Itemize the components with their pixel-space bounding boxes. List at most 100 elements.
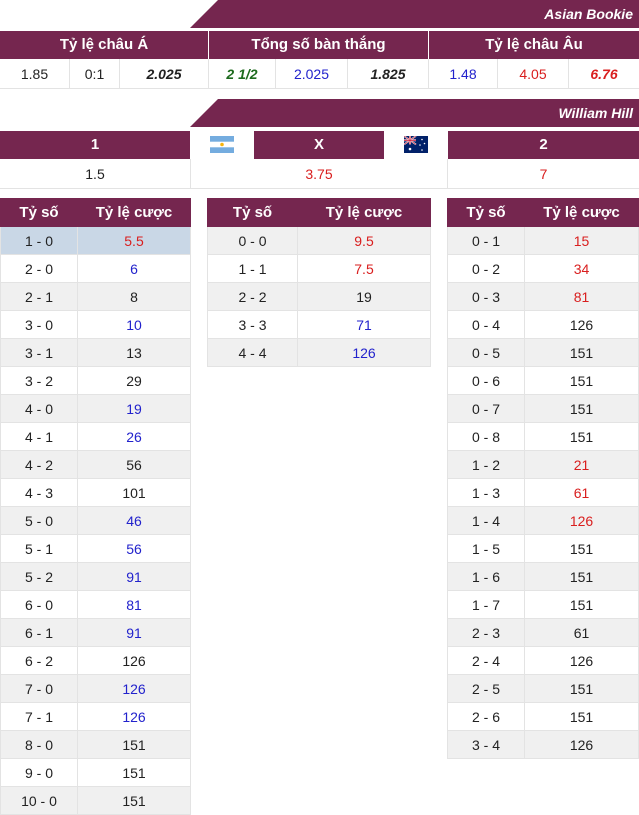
score-cell: 2 - 0 bbox=[0, 254, 78, 283]
table-row: 0 - 1 15 bbox=[447, 226, 639, 255]
william-hill-name: William Hill bbox=[218, 99, 639, 127]
score-cell: 1 - 1 bbox=[207, 254, 298, 283]
odds-cell: 126 bbox=[524, 310, 639, 339]
score-cell: 2 - 3 bbox=[447, 618, 525, 647]
william-hill-bar: William Hill bbox=[0, 99, 639, 127]
score-cell: 3 - 1 bbox=[0, 338, 78, 367]
asian-bookie-header: Tỷ lệ châu Á Tổng số bàn thắng Tỷ lệ châ… bbox=[0, 31, 639, 59]
table-row: 0 - 7 151 bbox=[447, 394, 639, 423]
odds-cell: 151 bbox=[524, 394, 639, 423]
score-cell: 4 - 0 bbox=[0, 394, 78, 423]
score-cell: 8 - 0 bbox=[0, 730, 78, 759]
table-row: 1 - 6 151 bbox=[447, 562, 639, 591]
table-row: 1 - 4 126 bbox=[447, 506, 639, 535]
table-row: 7 - 1 126 bbox=[0, 702, 191, 731]
table-row: 0 - 2 34 bbox=[447, 254, 639, 283]
odds-cell: 151 bbox=[77, 730, 191, 759]
col-score: Tỷ số bbox=[0, 198, 78, 227]
score-cell: 0 - 2 bbox=[447, 254, 525, 283]
odds-cell: 151 bbox=[524, 702, 639, 731]
score-cell: 10 - 0 bbox=[0, 786, 78, 815]
odds-cell: 151 bbox=[77, 786, 191, 815]
table-row: 9 - 0 151 bbox=[0, 758, 191, 787]
score-cell: 3 - 2 bbox=[0, 366, 78, 395]
odds-cell: 13 bbox=[77, 338, 191, 367]
header-draw: X bbox=[313, 136, 324, 153]
score-cell: 7 - 1 bbox=[0, 702, 78, 731]
table-row: 0 - 5 151 bbox=[447, 338, 639, 367]
header-total-goals: Tổng số bàn thắng bbox=[251, 36, 386, 53]
table-row: 2 - 3 61 bbox=[447, 618, 639, 647]
odds-cell: 29 bbox=[77, 366, 191, 395]
odds-cell: 126 bbox=[524, 730, 639, 759]
odds-cell: 81 bbox=[77, 590, 191, 619]
score-cell: 4 - 3 bbox=[0, 478, 78, 507]
total-goals-over: 2.025 bbox=[293, 66, 330, 82]
odds-cell: 61 bbox=[524, 618, 639, 647]
odds-cell: 126 bbox=[297, 338, 431, 367]
total-goals-under: 1.825 bbox=[370, 66, 406, 82]
header-home-win: 1 bbox=[90, 136, 100, 153]
table-row: 4 - 2 56 bbox=[0, 450, 191, 479]
score-cell: 0 - 7 bbox=[447, 394, 525, 423]
table-row: 2 - 5 151 bbox=[447, 674, 639, 703]
score-cell: 5 - 1 bbox=[0, 534, 78, 563]
william-hill-header: 1 X 2 bbox=[0, 131, 639, 159]
table-row: 0 - 6 151 bbox=[447, 366, 639, 395]
odds-cell: 126 bbox=[77, 674, 191, 703]
col-score: Tỷ số bbox=[207, 198, 298, 227]
odds-cell: 19 bbox=[297, 282, 431, 311]
table-row: 8 - 0 151 bbox=[0, 730, 191, 759]
score-cell: 2 - 5 bbox=[447, 674, 525, 703]
odds-cell: 7.5 bbox=[297, 254, 431, 283]
odds-cell: 19 bbox=[77, 394, 191, 423]
table-row: 0 - 4 126 bbox=[447, 310, 639, 339]
score-cell: 1 - 4 bbox=[447, 506, 525, 535]
score-cell: 5 - 0 bbox=[0, 506, 78, 535]
home-flag-cell bbox=[190, 131, 254, 159]
odds-cell: 151 bbox=[77, 758, 191, 787]
score-cell: 0 - 5 bbox=[447, 338, 525, 367]
score-cell: 0 - 1 bbox=[447, 226, 525, 255]
table-row: 1 - 5 151 bbox=[447, 534, 639, 563]
score-cell: 4 - 2 bbox=[0, 450, 78, 479]
asian-handicap-line: 0:1 bbox=[84, 66, 105, 82]
euro-odds-away: 6.76 bbox=[590, 66, 618, 82]
odds-cell: 56 bbox=[77, 450, 191, 479]
asian-bookie-name: Asian Bookie bbox=[218, 0, 639, 28]
away-win-scores-table: Tỷ số Tỷ lệ cược 0 - 1 15 0 - 2 34 0 - 3 81 0 … bbox=[447, 198, 639, 759]
odds-cell: 9.5 bbox=[297, 226, 431, 255]
score-cell: 2 - 6 bbox=[447, 702, 525, 731]
header-euro-odds: Tỷ lệ châu Âu bbox=[485, 36, 583, 53]
score-cell: 1 - 6 bbox=[447, 562, 525, 591]
table-row: 6 - 2 126 bbox=[0, 646, 191, 675]
table-row: 5 - 1 56 bbox=[0, 534, 191, 563]
col-odds: Tỷ lệ cược bbox=[297, 198, 431, 227]
table-row: 4 - 0 19 bbox=[0, 394, 191, 423]
asian-bookie-values: 1.85 0:1 2.025 2 1/2 2.025 1.825 1.48 4.… bbox=[0, 59, 639, 89]
wh-odds-home: 1.5 bbox=[85, 166, 105, 182]
score-cell: 4 - 4 bbox=[207, 338, 298, 367]
score-cell: 5 - 2 bbox=[0, 562, 78, 591]
score-cell: 9 - 0 bbox=[0, 758, 78, 787]
table-row: 3 - 1 13 bbox=[0, 338, 191, 367]
score-cell: 1 - 3 bbox=[447, 478, 525, 507]
odds-cell: 26 bbox=[77, 422, 191, 451]
table-row: 0 - 0 9.5 bbox=[207, 226, 431, 255]
asian-odds-away: 2.025 bbox=[146, 66, 182, 82]
score-cell: 2 - 1 bbox=[0, 282, 78, 311]
score-cell: 6 - 2 bbox=[0, 646, 78, 675]
odds-cell: 8 bbox=[77, 282, 191, 311]
table-row: 4 - 3 101 bbox=[0, 478, 191, 507]
asian-odds-home: 1.85 bbox=[20, 66, 49, 82]
score-cell: 1 - 7 bbox=[447, 590, 525, 619]
score-cell: 3 - 0 bbox=[0, 310, 78, 339]
odds-cell: 71 bbox=[297, 310, 431, 339]
total-goals-line: 2 1/2 bbox=[226, 66, 258, 82]
score-cell: 1 - 5 bbox=[447, 534, 525, 563]
table-row: 6 - 1 91 bbox=[0, 618, 191, 647]
table-row: 4 - 4 126 bbox=[207, 338, 431, 367]
